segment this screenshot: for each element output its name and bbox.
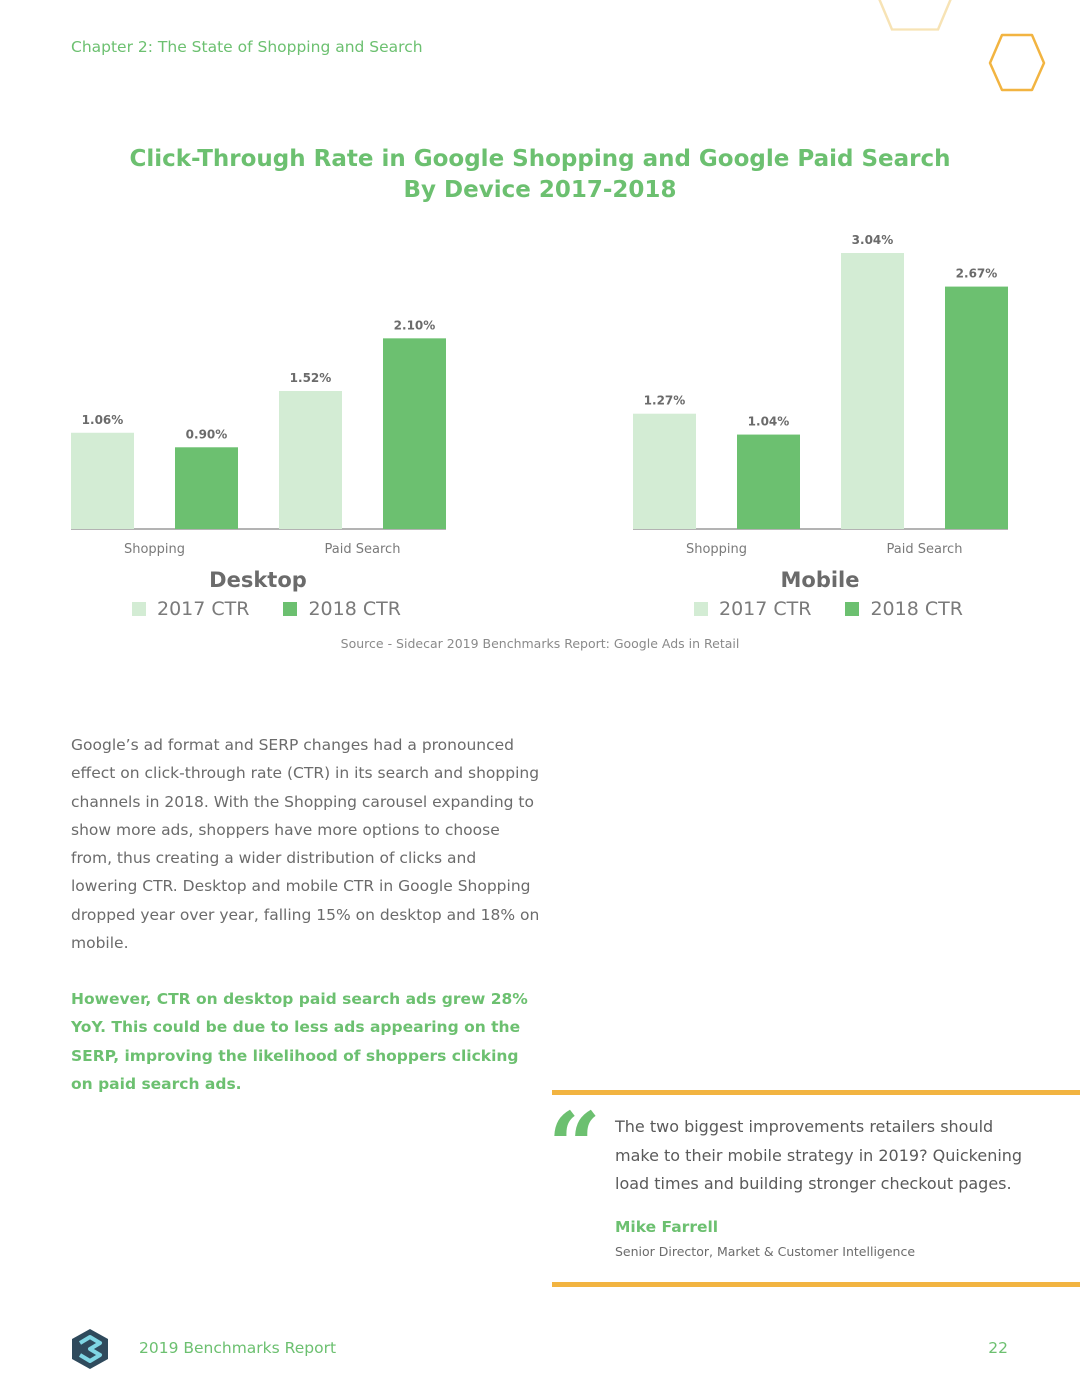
data-label: 1.52%: [290, 371, 332, 385]
data-label: 1.06%: [82, 413, 124, 427]
bar-mobile-shopping-2017: [633, 413, 696, 529]
highlight-paragraph: However, CTR on desktop paid search ads …: [71, 990, 528, 1093]
ctr-bar-chart: 1.06% 0.90% Shopping 1.52% 2.10% Paid Search 1…: [71, 233, 1008, 557]
legend-label-2017: 2017 CTR: [157, 598, 250, 620]
legend-swatch-2017: [132, 602, 146, 616]
chart-title: Click-Through Rate in Google Shopping an…: [0, 144, 1080, 206]
legend-label-2018: 2018 CTR: [870, 598, 963, 620]
data-label: 0.90%: [186, 427, 228, 441]
page-number: 22: [988, 1339, 1008, 1357]
chart-title-line1: Click-Through Rate in Google Shopping an…: [129, 146, 951, 172]
data-label: 2.10%: [394, 318, 436, 332]
quote-rule-top: [552, 1090, 1080, 1095]
chart-title-line2: By Device 2017-2018: [403, 177, 677, 203]
category-tick-label: Paid Search: [325, 542, 401, 557]
quote-author-role: Senior Director, Market & Customer Intel…: [615, 1244, 916, 1259]
legend-label-2018: 2018 CTR: [308, 598, 401, 620]
legend-swatch-2017: [694, 602, 708, 616]
legend-item-2018: 2018 CTR: [283, 598, 401, 620]
chapter-heading: Chapter 2: The State of Shopping and Sea…: [71, 38, 423, 56]
legend-item-2018: 2018 CTR: [845, 598, 963, 620]
legend-mobile: 2017 CTR 2018 CTR: [694, 598, 997, 620]
chart-source: Source - Sidecar 2019 Benchmarks Report:…: [340, 636, 740, 651]
group-label-mobile: Mobile: [780, 568, 860, 592]
legend-desktop: 2017 CTR 2018 CTR: [132, 598, 435, 620]
quote-rule-bottom: [552, 1282, 1080, 1287]
bar-desktop-paid-search-2017: [279, 391, 342, 529]
data-label: 2.67%: [956, 267, 998, 281]
legend-swatch-2018: [845, 602, 860, 616]
quote-text: The two biggest improvements retailers s…: [615, 1117, 1023, 1193]
bar-mobile-paid-search-2017: [841, 253, 904, 529]
data-label: 3.04%: [852, 233, 894, 247]
bar-desktop-shopping-2018: [175, 447, 238, 529]
sidecar-logo-icon: [72, 1329, 108, 1369]
legend-item-2017: 2017 CTR: [132, 598, 249, 620]
category-tick-label: Shopping: [686, 542, 747, 557]
legend-item-2017: 2017 CTR: [694, 598, 811, 620]
bar-desktop-shopping-2017: [71, 432, 134, 529]
quote-author: Mike Farrell: [615, 1218, 719, 1236]
footer-report-title: 2019 Benchmarks Report: [139, 1339, 337, 1357]
bar-desktop-paid-search-2018: [383, 338, 446, 529]
bar-mobile-shopping-2018: [737, 434, 800, 529]
group-label-desktop: Desktop: [209, 568, 307, 592]
bar-mobile-paid-search-2018: [945, 286, 1008, 529]
category-tick-label: Shopping: [124, 542, 185, 557]
hexagon-outline-icon: [988, 33, 1046, 92]
data-label: 1.27%: [644, 394, 686, 408]
data-label: 1.04%: [748, 415, 790, 429]
quote-mark-icon: “: [548, 1092, 601, 1200]
hexagon-decoration-icon: [878, 0, 952, 31]
legend-swatch-2018: [283, 602, 298, 616]
category-tick-label: Paid Search: [887, 542, 963, 557]
legend-label-2017: 2017 CTR: [719, 598, 812, 620]
body-paragraph: Google’s ad format and SERP changes had …: [71, 736, 540, 953]
